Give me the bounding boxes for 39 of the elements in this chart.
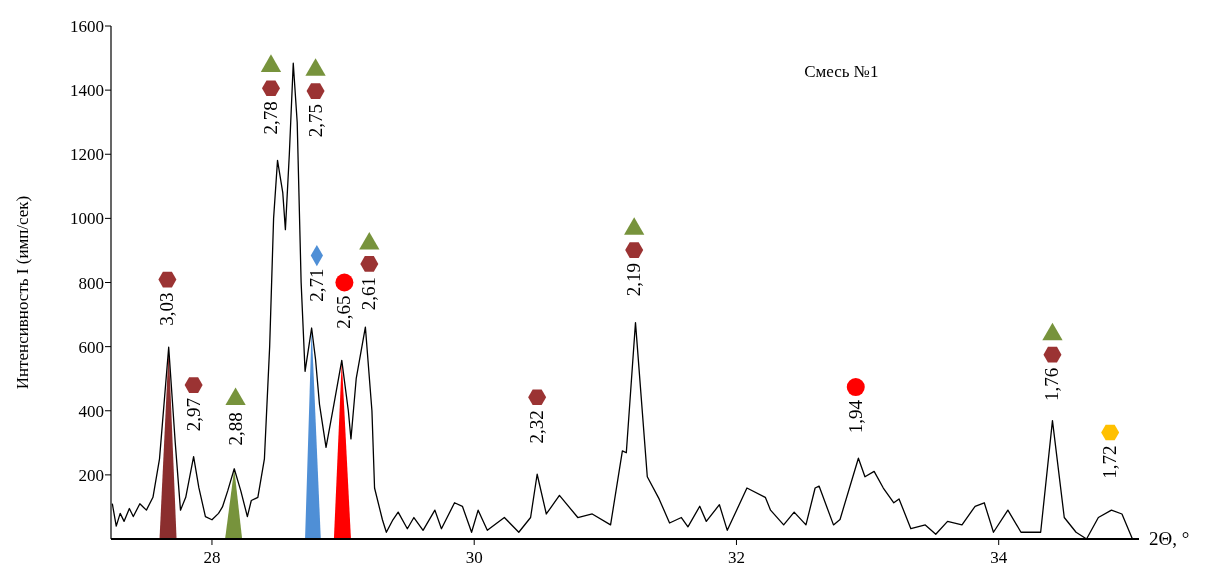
- x-tick-label: 32: [727, 548, 745, 567]
- y-tick-label: 800: [78, 273, 104, 293]
- point: [1101, 424, 1120, 441]
- annotation: 2,75: [304, 104, 326, 138]
- point: [846, 378, 865, 397]
- annotation: 1,94: [844, 399, 866, 434]
- point: [335, 273, 354, 292]
- annotation: 1,76: [1041, 367, 1063, 401]
- text: Смесь №1: [804, 62, 879, 82]
- x-axis-title: 2Θ, °: [1149, 528, 1190, 549]
- point: [158, 271, 177, 288]
- annotation: 2,19: [623, 263, 645, 297]
- annotation: 2,32: [526, 410, 548, 444]
- annotation: 2,97: [182, 398, 204, 432]
- x-tick-label: 34: [990, 548, 1008, 567]
- y-tick-label: 1200: [70, 145, 104, 165]
- point: [184, 377, 203, 393]
- x-tick-label: 30: [465, 548, 483, 567]
- y-tick-label: 600: [78, 337, 104, 357]
- point: [360, 256, 379, 272]
- y-axis-title: Интенсивность I (имп/сек): [13, 195, 32, 390]
- annotation: 2,78: [259, 101, 281, 135]
- annotation: 2,61: [358, 276, 380, 311]
- x-tick-label: 28: [203, 548, 221, 567]
- y-tick-label: 200: [78, 465, 104, 485]
- annotation: 2,88: [224, 412, 246, 446]
- point: [528, 389, 547, 406]
- annotation: 2,65: [333, 295, 355, 329]
- y-tick-label: 1400: [70, 81, 104, 101]
- point: [1043, 346, 1062, 363]
- annotation: 1,72: [1099, 445, 1121, 479]
- y-tick-label: 1000: [70, 209, 104, 229]
- annotation: 3,03: [156, 292, 178, 326]
- y-tick-label: 400: [78, 401, 104, 421]
- annotation: 2,71: [305, 268, 327, 302]
- y-tick-label: 1600: [70, 17, 104, 36]
- point: [261, 80, 280, 96]
- point: [625, 242, 644, 258]
- point: [306, 83, 325, 99]
